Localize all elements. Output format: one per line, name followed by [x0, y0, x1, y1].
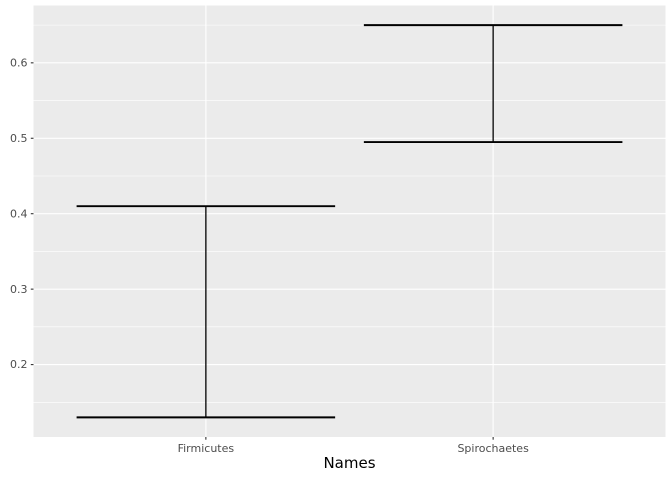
x-tick-label: Firmicutes — [178, 442, 235, 455]
y-tick-label: 0.5 — [10, 132, 28, 145]
y-tick-label: 0.6 — [10, 56, 28, 69]
y-tick-label: 0.4 — [10, 207, 28, 220]
x-axis-title: Names — [323, 454, 375, 472]
y-tick-label: 0.2 — [10, 358, 28, 371]
y-tick-label: 0.3 — [10, 283, 28, 296]
x-tick-label: Spirochaetes — [457, 442, 529, 455]
plot-panel — [33, 5, 666, 437]
